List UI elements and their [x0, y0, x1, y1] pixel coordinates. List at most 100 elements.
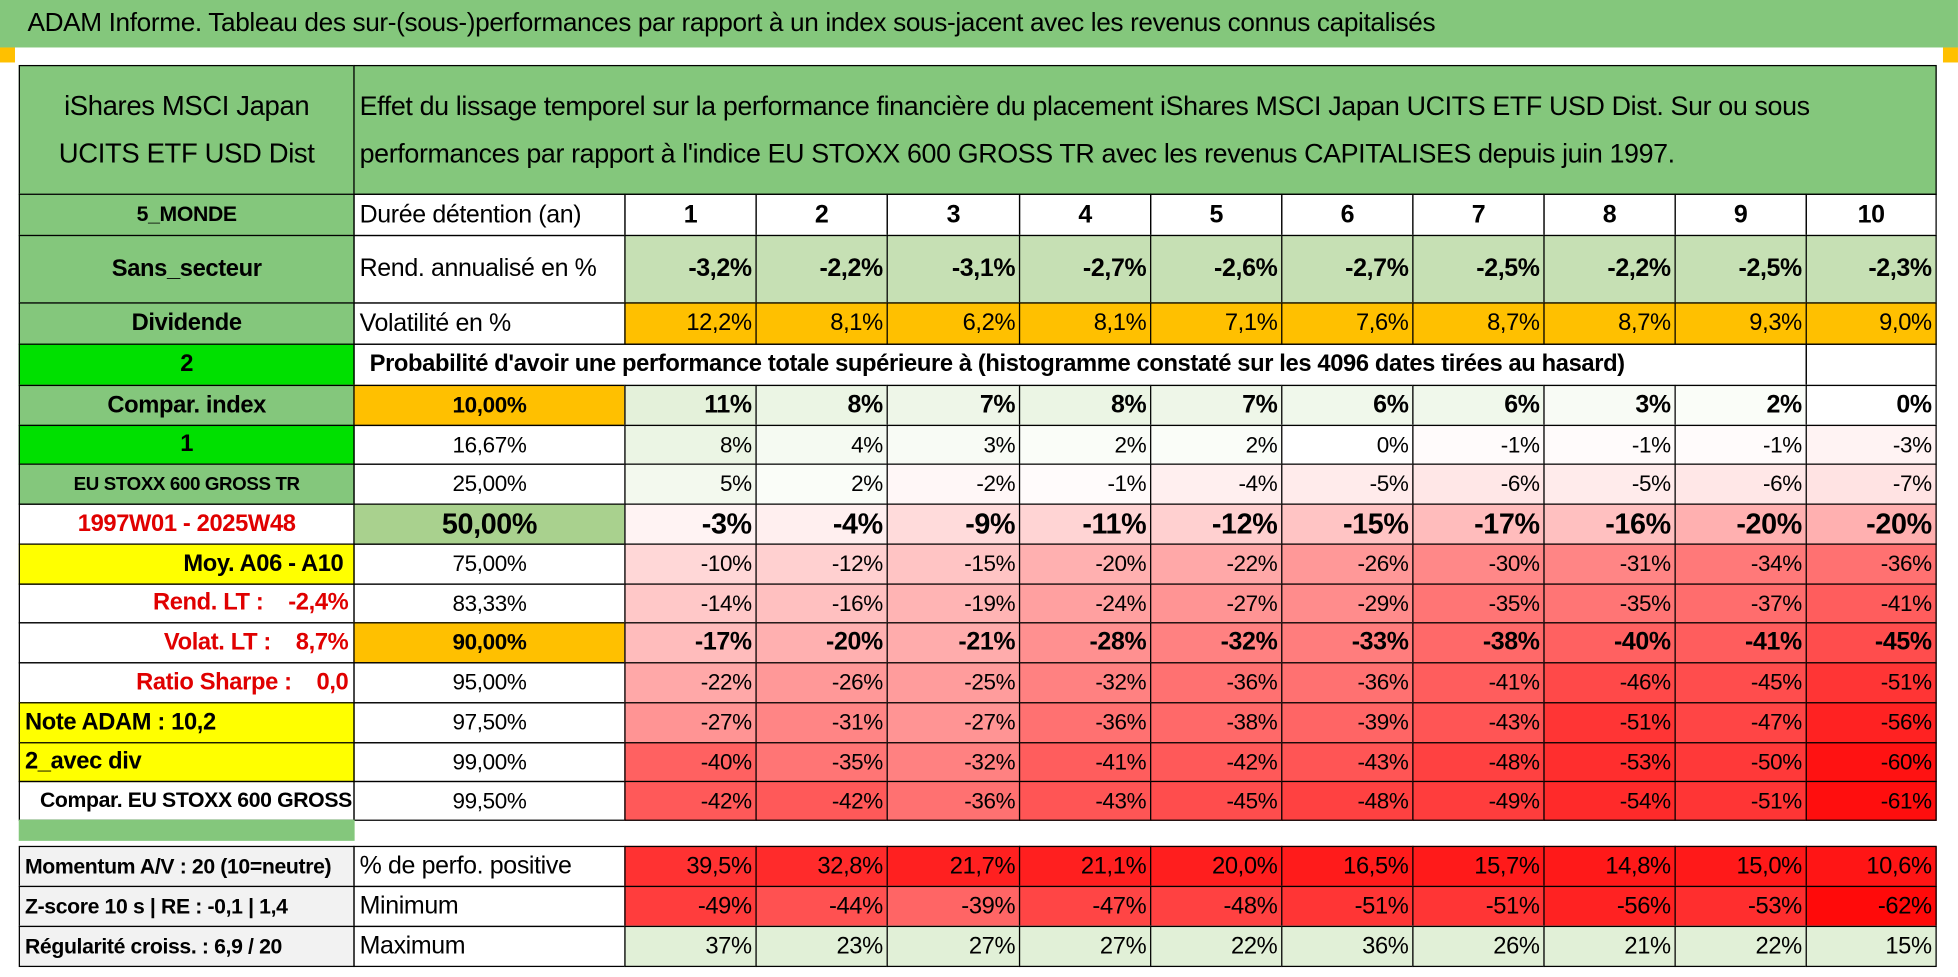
- data-cell: -43%: [1281, 742, 1414, 783]
- summary-label: Z-score 10 s | RE : -0,1 | 1,4: [18, 885, 355, 928]
- data-cell: -39%: [1281, 702, 1414, 744]
- data-cell: -53%: [1543, 742, 1676, 783]
- summary-cell: 21,1%: [1018, 845, 1152, 888]
- data-cell: -41%: [1805, 583, 1937, 624]
- data-cell: 6,2%: [886, 302, 1021, 345]
- data-cell: -15%: [886, 543, 1021, 585]
- summary-cell: 20,0%: [1150, 845, 1283, 888]
- summary-cell: -48%: [1150, 885, 1283, 928]
- summary-cell: -49%: [624, 885, 757, 928]
- data-cell: -9%: [886, 503, 1021, 545]
- data-cell: -48%: [1281, 780, 1414, 821]
- data-cell: -41%: [1674, 622, 1807, 664]
- data-cell: 3: [886, 193, 1021, 237]
- data-cell: -3,2%: [624, 234, 757, 304]
- data-cell: -45%: [1674, 662, 1807, 704]
- data-cell: -22%: [1150, 543, 1283, 585]
- data-cell: -43%: [1412, 702, 1545, 744]
- empty-cell: [1805, 343, 1937, 387]
- data-cell: -24%: [1018, 583, 1152, 624]
- summary-cell: 16,5%: [1281, 845, 1414, 888]
- caption-right: Effet du lissage temporel sur la perform…: [353, 64, 1937, 195]
- data-cell: -31%: [1543, 543, 1676, 585]
- data-cell: -60%: [1805, 742, 1937, 783]
- summary-cell: 15,7%: [1412, 845, 1545, 888]
- summary-cell: 26%: [1412, 925, 1545, 968]
- data-cell: -7%: [1805, 463, 1937, 505]
- data-cell: -36%: [1018, 702, 1152, 744]
- data-cell: -43%: [1018, 780, 1152, 821]
- data-cell: -5%: [1281, 463, 1414, 505]
- data-cell: -32%: [1150, 622, 1283, 664]
- data-cell: -42%: [624, 780, 757, 821]
- data-cell: 5%: [624, 463, 757, 505]
- data-cell: -4%: [755, 503, 888, 545]
- summary-cell: -47%: [1018, 885, 1152, 928]
- data-cell: -36%: [886, 780, 1021, 821]
- row-measure: Volatilité en %: [353, 302, 626, 345]
- data-cell: -51%: [1543, 702, 1676, 744]
- data-cell: 7,1%: [1150, 302, 1283, 345]
- data-cell: 2%: [1018, 424, 1152, 465]
- data-cell: -20%: [1018, 543, 1152, 585]
- data-cell: 8,7%: [1412, 302, 1545, 345]
- data-cell: -3,1%: [886, 234, 1021, 304]
- data-cell: -17%: [624, 622, 757, 664]
- data-cell: -27%: [1150, 583, 1283, 624]
- row-measure: 16,67%: [353, 424, 626, 465]
- summary-cell: 15%: [1805, 925, 1937, 968]
- data-cell: -37%: [1674, 583, 1807, 624]
- data-cell: -2,5%: [1674, 234, 1807, 304]
- row-measure: 83,33%: [353, 583, 626, 624]
- data-cell: -11%: [1018, 503, 1152, 545]
- data-cell: 8%: [1018, 384, 1152, 427]
- row-measure: 97,50%: [353, 702, 626, 744]
- summary-cell: 23%: [755, 925, 888, 968]
- data-cell: -10%: [624, 543, 757, 585]
- summary-label: Régularité croiss. : 6,9 / 20: [18, 925, 355, 968]
- data-cell: -35%: [1543, 583, 1676, 624]
- summary-cell: 21,7%: [886, 845, 1021, 888]
- data-cell: -21%: [886, 622, 1021, 664]
- data-cell: -12%: [755, 543, 888, 585]
- data-cell: 2%: [1150, 424, 1283, 465]
- data-cell: -3%: [1805, 424, 1937, 465]
- data-cell: -56%: [1805, 702, 1937, 744]
- row-measure: 25,00%: [353, 463, 626, 505]
- data-cell: -20%: [1805, 503, 1937, 545]
- corner-marker: [1942, 47, 1958, 63]
- row-label: Compar. index: [18, 384, 355, 427]
- data-cell: 8%: [624, 424, 757, 465]
- row-measure: 95,00%: [353, 662, 626, 704]
- data-cell: 1: [624, 193, 757, 237]
- summary-cell: 22%: [1150, 925, 1283, 968]
- data-cell: 2%: [755, 463, 888, 505]
- row-label: Note ADAM : 10,2: [18, 702, 355, 744]
- row-label: EU STOXX 600 GROSS TR: [18, 463, 355, 505]
- data-cell: -40%: [624, 742, 757, 783]
- data-cell: -38%: [1412, 622, 1545, 664]
- row-label: 5_MONDE: [18, 193, 355, 237]
- data-cell: 8: [1543, 193, 1676, 237]
- data-cell: -16%: [1543, 503, 1676, 545]
- data-cell: -1%: [1412, 424, 1545, 465]
- data-cell: -34%: [1674, 543, 1807, 585]
- sheet-title: ADAM Informe. Tableau des sur-(sous-)per…: [0, 0, 1958, 48]
- data-cell: -14%: [624, 583, 757, 624]
- summary-cell: 22%: [1674, 925, 1807, 968]
- data-cell: -3%: [624, 503, 757, 545]
- data-cell: -20%: [1674, 503, 1807, 545]
- data-cell: -49%: [1412, 780, 1545, 821]
- data-cell: -1%: [1018, 463, 1152, 505]
- data-cell: -31%: [755, 702, 888, 744]
- data-cell: -32%: [1018, 662, 1152, 704]
- row-label: 2: [18, 343, 355, 387]
- data-cell: 9: [1674, 193, 1807, 237]
- summary-cell: 39,5%: [624, 845, 757, 888]
- data-cell: -27%: [886, 702, 1021, 744]
- data-cell: -48%: [1412, 742, 1545, 783]
- row-measure: 50,00%: [353, 503, 626, 545]
- data-cell: 5: [1150, 193, 1283, 237]
- row-measure: 99,00%: [353, 742, 626, 783]
